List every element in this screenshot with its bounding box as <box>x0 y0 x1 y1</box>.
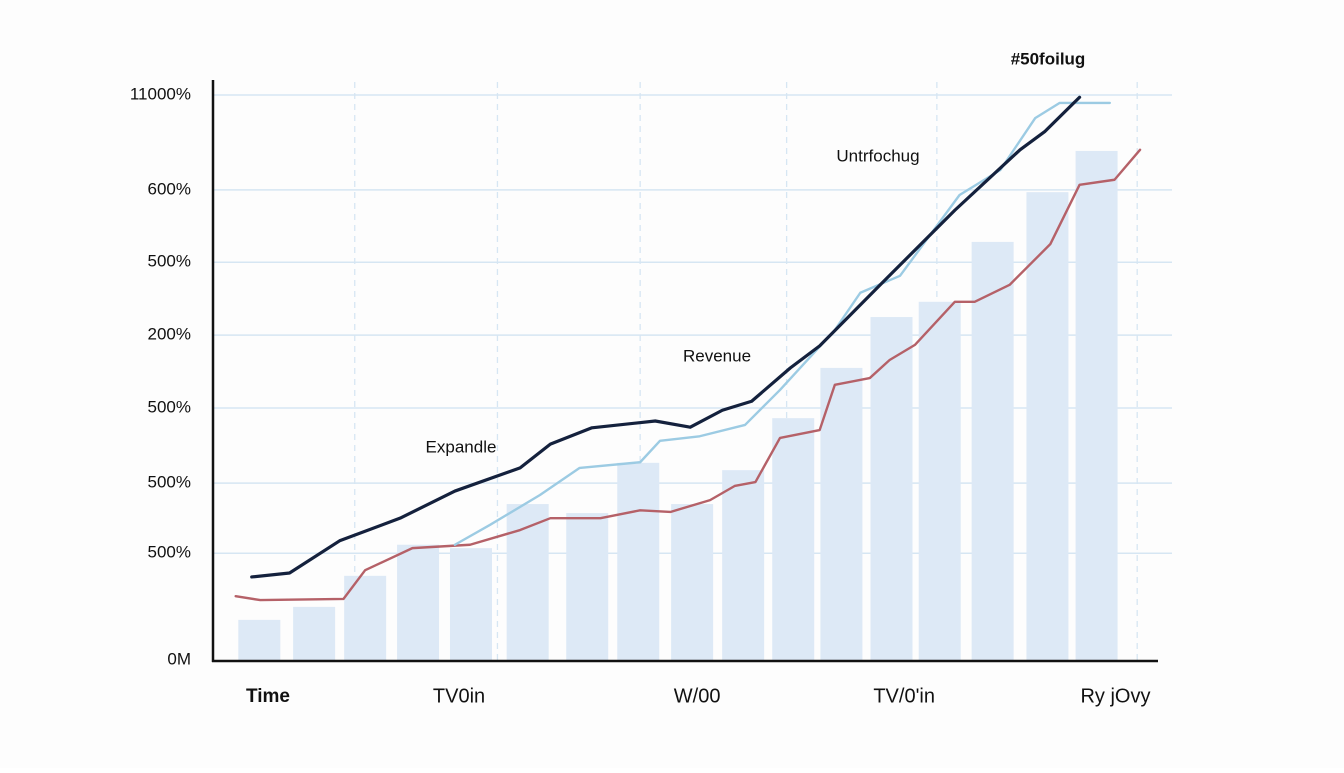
bar <box>772 418 815 660</box>
bar <box>1026 192 1069 660</box>
bar <box>449 548 492 660</box>
x-axis-label: Time <box>246 686 290 707</box>
annotation: Expandle <box>426 437 497 456</box>
y-tick-label: 600% <box>148 179 191 198</box>
x-tick-label: W/00 <box>674 685 721 707</box>
y-tick-label: 11000% <box>130 84 191 103</box>
bar <box>918 301 961 660</box>
bar <box>566 513 609 660</box>
bar <box>870 317 913 660</box>
bar <box>293 606 336 660</box>
annotation: Revenue <box>683 346 751 365</box>
annotation: Untrfochug <box>836 146 919 165</box>
bar <box>1075 150 1118 660</box>
line-series <box>234 148 1142 602</box>
y-tick-label: 500% <box>148 473 191 492</box>
y-tick-label: 500% <box>148 252 191 271</box>
bar <box>671 504 714 660</box>
x-tick-label: TV0in <box>433 685 485 707</box>
bar <box>971 241 1014 660</box>
bar <box>617 462 660 660</box>
y-tick-label: 0M <box>167 649 191 668</box>
line-series <box>250 95 1082 579</box>
bar <box>506 504 549 660</box>
y-tick-label: 200% <box>148 325 191 344</box>
y-tick-label: 500% <box>148 397 191 416</box>
bar <box>722 470 765 660</box>
annotation: #50foilug <box>1011 49 1086 68</box>
bar <box>238 619 281 660</box>
x-tick-label: TV/0'in <box>873 685 935 707</box>
x-tick-label: Ry jOvy <box>1080 685 1150 707</box>
bar <box>820 367 863 660</box>
bar <box>397 544 440 660</box>
y-tick-label: 500% <box>148 543 191 562</box>
